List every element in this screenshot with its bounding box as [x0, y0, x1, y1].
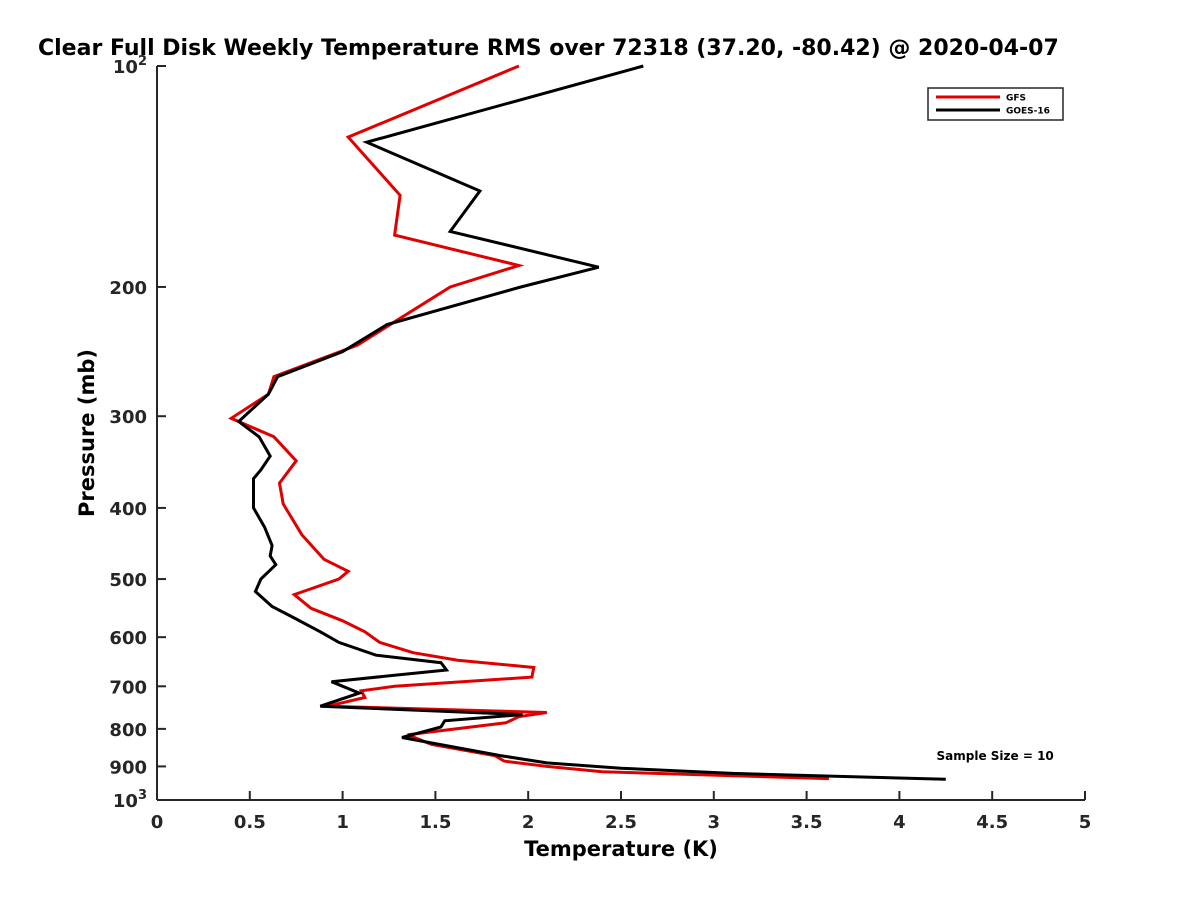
x-tick-label: 2 — [522, 812, 535, 833]
x-tick-label: 1 — [336, 812, 349, 833]
y-tick-label: 900 — [109, 757, 147, 778]
x-tick-label: 0 — [151, 812, 164, 833]
x-tick-label: 4.5 — [976, 812, 1008, 833]
x-tick-label: 3 — [708, 812, 721, 833]
legend-label: GOES-16 — [1006, 107, 1050, 117]
x-tick-label: 0.5 — [234, 812, 266, 833]
axes: 0 0.5 1 1.5 2 2.5 3 3.5 4 4.5 5 102 200 300 400 500 600 7… — [109, 54, 1091, 833]
x-tick-label: 3.5 — [791, 812, 823, 833]
y-tick-label: 102 — [113, 54, 147, 78]
x-tick-label: 1.5 — [419, 812, 451, 833]
y-axis-label: Pressure (mb) — [75, 349, 99, 517]
y-tick-label: 600 — [109, 628, 147, 649]
y-tick-label: 500 — [109, 570, 147, 591]
series-line-goes-16 — [236, 64, 946, 781]
sample-size-annotation: Sample Size = 10 — [937, 749, 1054, 763]
y-tick-label: 103 — [113, 788, 147, 812]
y-tick-label: 800 — [109, 720, 147, 741]
y-tick-label: 400 — [109, 499, 147, 520]
chart-title: Clear Full Disk Weekly Temperature RMS o… — [38, 36, 1059, 61]
x-tick-label: 2.5 — [605, 812, 637, 833]
y-tick-label: 300 — [109, 407, 147, 428]
x-axis-label: Temperature (K) — [524, 837, 718, 861]
series-layer — [228, 64, 946, 781]
legend-label: GFS — [1006, 94, 1026, 104]
legend-box — [927, 87, 1064, 121]
x-tick-label: 4 — [893, 812, 906, 833]
legend: GFS GOES-16 — [927, 87, 1064, 121]
annotations: Sample Size = 10 — [937, 749, 1054, 763]
x-tick-label: 5 — [1079, 812, 1092, 833]
y-tick-label: 700 — [109, 677, 147, 698]
y-tick-label: 200 — [109, 278, 147, 299]
series-line-gfs — [228, 64, 829, 781]
